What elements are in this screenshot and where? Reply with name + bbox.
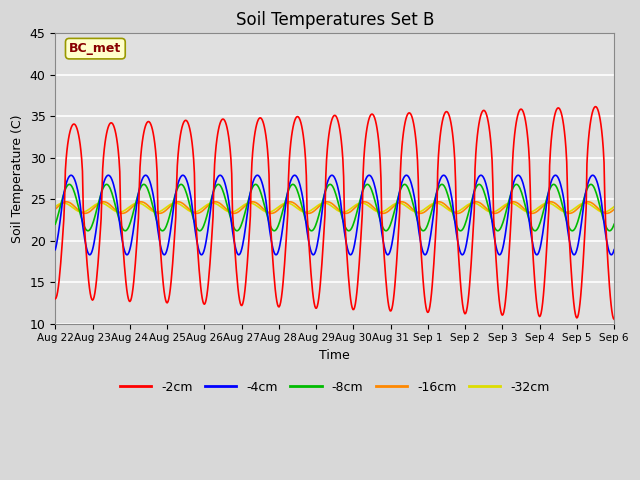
-4cm <box>119 241 127 247</box>
-16cm <box>51 206 59 212</box>
-4cm <box>51 247 59 252</box>
-2cm <box>176 137 184 143</box>
-32cm <box>119 208 127 214</box>
-4cm <box>611 247 618 252</box>
-16cm <box>205 202 213 207</box>
-8cm <box>177 181 185 187</box>
-4cm <box>61 184 69 190</box>
-2cm <box>403 114 410 120</box>
X-axis label: Time: Time <box>319 349 350 362</box>
-16cm <box>420 209 428 215</box>
-4cm <box>176 176 184 182</box>
Line: -32cm: -32cm <box>55 203 614 212</box>
-2cm <box>611 316 618 322</box>
-16cm <box>212 199 220 204</box>
-8cm <box>120 227 127 233</box>
Line: -8cm: -8cm <box>55 184 614 231</box>
-16cm <box>119 210 127 216</box>
-8cm <box>611 221 618 227</box>
-16cm <box>404 202 412 208</box>
Text: BC_met: BC_met <box>69 42 122 55</box>
-32cm <box>611 204 618 210</box>
-32cm <box>404 205 412 211</box>
-32cm <box>51 204 59 210</box>
Line: -2cm: -2cm <box>55 107 614 319</box>
-8cm <box>404 185 412 191</box>
-32cm <box>420 206 428 212</box>
Line: -16cm: -16cm <box>55 202 614 214</box>
-8cm <box>122 228 129 234</box>
Line: -4cm: -4cm <box>55 175 614 255</box>
-16cm <box>230 211 238 216</box>
-2cm <box>591 104 599 109</box>
Y-axis label: Soil Temperature (C): Soil Temperature (C) <box>11 114 24 243</box>
-32cm <box>176 202 184 207</box>
-8cm <box>61 186 69 192</box>
Title: Soil Temperatures Set B: Soil Temperatures Set B <box>236 11 434 29</box>
Legend: -2cm, -4cm, -8cm, -16cm, -32cm: -2cm, -4cm, -8cm, -16cm, -32cm <box>115 376 554 399</box>
-8cm <box>207 198 214 204</box>
-32cm <box>321 200 328 206</box>
-4cm <box>272 252 280 258</box>
-4cm <box>420 252 428 257</box>
-8cm <box>103 181 111 187</box>
-32cm <box>61 200 69 206</box>
-4cm <box>291 172 298 178</box>
-8cm <box>420 228 428 233</box>
-32cm <box>205 201 213 206</box>
-2cm <box>419 276 427 281</box>
-32cm <box>301 209 309 215</box>
-16cm <box>176 199 184 205</box>
-4cm <box>404 173 412 179</box>
-2cm <box>119 242 127 248</box>
-2cm <box>51 296 59 301</box>
-2cm <box>205 271 213 276</box>
-2cm <box>61 168 69 173</box>
-8cm <box>51 221 59 227</box>
-16cm <box>61 199 69 205</box>
-16cm <box>611 206 618 212</box>
-4cm <box>205 218 213 224</box>
